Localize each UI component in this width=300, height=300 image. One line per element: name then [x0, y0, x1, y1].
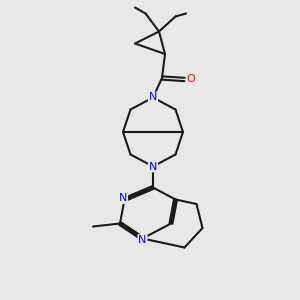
Text: N: N	[119, 193, 127, 203]
Text: N: N	[149, 161, 157, 172]
Text: O: O	[187, 74, 196, 85]
Text: N: N	[149, 92, 157, 103]
Text: N: N	[138, 235, 147, 245]
